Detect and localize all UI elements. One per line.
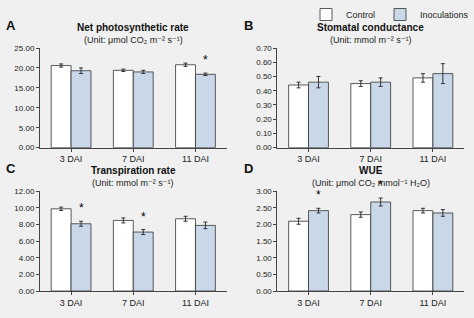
svg-text:2.00: 2.00	[19, 270, 35, 279]
svg-text:0.20: 0.20	[256, 115, 272, 124]
svg-text:11 DAI: 11 DAI	[182, 154, 209, 164]
svg-text:3.00: 3.00	[256, 187, 272, 196]
svg-text:10.00: 10.00	[14, 204, 35, 213]
svg-text:(Unit: mmol m⁻² s⁻¹): (Unit: mmol m⁻² s⁻¹)	[330, 35, 412, 45]
svg-text:2.50: 2.50	[256, 204, 272, 213]
svg-text:0.00: 0.00	[256, 143, 272, 152]
svg-text:Transpiration rate: Transpiration rate	[91, 165, 176, 176]
svg-text:11 DAI: 11 DAI	[182, 298, 209, 308]
svg-text:7 DAI: 7 DAI	[122, 154, 145, 164]
svg-text:0.50: 0.50	[256, 72, 272, 81]
svg-text:(Unit: mmol m⁻² s⁻¹): (Unit: mmol m⁻² s⁻¹)	[92, 178, 174, 188]
svg-text:0.00: 0.00	[19, 143, 35, 152]
svg-text:D: D	[244, 161, 253, 176]
svg-text:0.60: 0.60	[256, 58, 272, 67]
svg-text:A: A	[6, 18, 16, 33]
svg-text:*: *	[316, 188, 321, 202]
svg-text:20.00: 20.00	[14, 64, 35, 73]
svg-text:Inoculations: Inoculations	[420, 10, 469, 20]
svg-text:(Unit: μmol CO₂ m⁻² s⁻¹): (Unit: μmol CO₂ m⁻² s⁻¹)	[84, 35, 183, 45]
svg-text:11 DAI: 11 DAI	[419, 298, 446, 308]
svg-text:0.10: 0.10	[256, 129, 272, 138]
svg-text:7 DAI: 7 DAI	[359, 154, 382, 164]
svg-text:15.00: 15.00	[14, 84, 35, 93]
svg-text:3 DAI: 3 DAI	[60, 298, 83, 308]
svg-text:0.00: 0.00	[256, 287, 272, 296]
svg-text:0.40: 0.40	[256, 87, 272, 96]
svg-text:25.00: 25.00	[14, 44, 35, 53]
svg-text:0.70: 0.70	[256, 44, 272, 53]
svg-text:12.00: 12.00	[14, 187, 35, 196]
svg-text:0.50: 0.50	[256, 270, 272, 279]
svg-text:1.00: 1.00	[256, 254, 272, 263]
svg-text:7 DAI: 7 DAI	[122, 298, 145, 308]
svg-text:4.00: 4.00	[19, 254, 35, 263]
svg-text:11 DAI: 11 DAI	[419, 154, 446, 164]
svg-text:6.00: 6.00	[19, 237, 35, 246]
svg-text:1.50: 1.50	[256, 237, 272, 246]
svg-text:Stomatal conductance: Stomatal conductance	[317, 22, 424, 33]
svg-text:5.00: 5.00	[19, 124, 35, 133]
svg-text:(Unit: μmol CO₂ mmol⁻¹ H₂O): (Unit: μmol CO₂ mmol⁻¹ H₂O)	[312, 178, 430, 188]
svg-text:*: *	[203, 53, 208, 67]
svg-text:B: B	[244, 18, 253, 33]
svg-text:0.30: 0.30	[256, 101, 272, 110]
svg-text:3 DAI: 3 DAI	[297, 154, 320, 164]
svg-text:2.00: 2.00	[256, 220, 272, 229]
svg-text:0.00: 0.00	[19, 287, 35, 296]
svg-text:3 DAI: 3 DAI	[60, 154, 83, 164]
svg-text:C: C	[6, 161, 16, 176]
svg-text:*: *	[378, 178, 383, 192]
svg-text:10.00: 10.00	[14, 104, 35, 113]
svg-text:Control: Control	[346, 10, 375, 20]
svg-text:8.00: 8.00	[19, 220, 35, 229]
svg-text:WUE: WUE	[359, 165, 383, 176]
svg-text:Net photosynthetic rate: Net photosynthetic rate	[77, 22, 189, 33]
svg-text:3 DAI: 3 DAI	[297, 298, 320, 308]
svg-text:*: *	[141, 210, 146, 224]
svg-text:7 DAI: 7 DAI	[359, 298, 382, 308]
svg-text:*: *	[79, 201, 84, 215]
